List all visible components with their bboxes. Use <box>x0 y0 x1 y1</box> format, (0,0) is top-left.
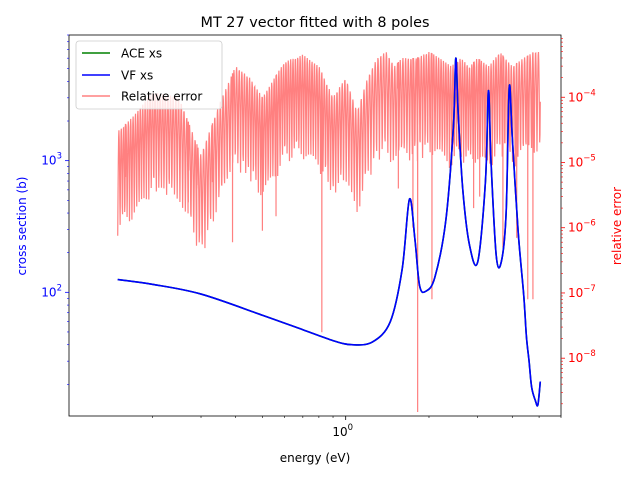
x-axis-label: energy (eV) <box>280 451 351 465</box>
y-axis-left: 102 103 <box>41 34 69 385</box>
legend-box <box>75 40 223 110</box>
y2-axis-label: relative error <box>610 187 624 265</box>
legend-label-error: Relative error <box>121 90 202 104</box>
y-axis-label: cross section (b) <box>15 177 29 276</box>
y2-tick-label-0: 10−8 <box>568 349 596 365</box>
y2-tick-label-4: 10−4 <box>568 88 596 104</box>
series-vf-xs-line <box>117 57 542 407</box>
y2-tick-label-2: 10−6 <box>568 219 596 235</box>
legend-label-vf: VF xs <box>121 69 153 83</box>
y-tick-label-0: 102 <box>41 283 62 299</box>
error-layer <box>117 51 541 412</box>
y2-tick-label-1: 10−7 <box>568 284 596 300</box>
y-axis-right: 10−8 10−7 10−6 10−5 10−4 <box>561 38 596 405</box>
plot-frame <box>68 34 562 417</box>
series-relative-error-line <box>117 51 541 412</box>
chart-title: MT 27 vector fitted with 8 poles <box>201 15 430 31</box>
y-tick-label-1: 103 <box>41 152 62 168</box>
legend-label-ace: ACE xs <box>121 47 162 61</box>
cross-section-layer <box>117 57 542 407</box>
y2-tick-label-3: 10−5 <box>568 153 596 169</box>
x-axis: 100 <box>151 416 562 439</box>
x-tick-label-0: 100 <box>332 423 353 439</box>
legend: ACE xs VF xs Relative error <box>75 40 223 110</box>
